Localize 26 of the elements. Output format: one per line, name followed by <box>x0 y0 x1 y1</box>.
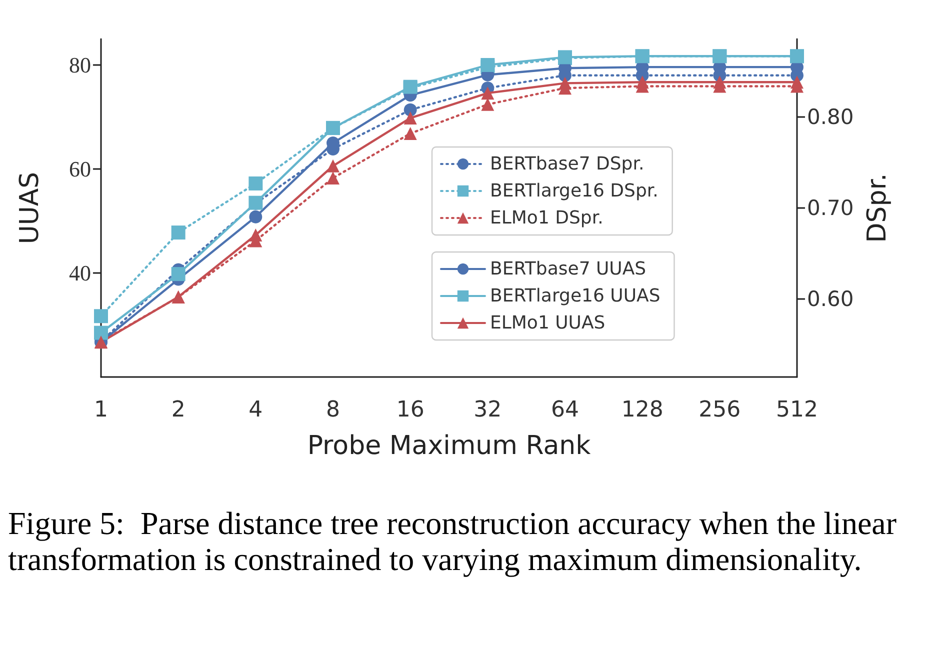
x-axis-title: Probe Maximum Rank <box>307 431 591 461</box>
legend-label: BERTbase7 DSpr. <box>490 154 644 174</box>
legend-label: ELMo1 DSpr. <box>490 208 604 228</box>
y-tick-label: 80 <box>69 52 91 78</box>
y-axis-title: UUAS <box>15 172 45 244</box>
legend-label: ELMo1 UUAS <box>490 312 606 334</box>
x-tick-label: 32 <box>474 398 502 422</box>
y-tick-label: 60 <box>69 156 91 182</box>
x-tick-label: 4 <box>248 398 263 422</box>
y2-tick-label: 0.70 <box>807 196 854 220</box>
legend-label: BERTbase7 UUAS <box>490 258 646 280</box>
x-tick-label: 16 <box>396 398 424 422</box>
caption: Figure 5: Parse distance tree reconstruction accuracy when the linear transformation is constrained to varying maximum dimensionality. <box>8 505 905 577</box>
y2-tick-label: 0.80 <box>807 105 854 130</box>
legend-label: BERTlarge16 UUAS <box>490 286 660 306</box>
x-tick-label: 1 <box>94 398 108 422</box>
legend-label: BERTlarge16 DSpr. <box>490 180 658 202</box>
x-tick-label: 2 <box>171 398 186 422</box>
y-tick-label: 40 <box>69 260 91 286</box>
x-tick-label: 128 <box>621 398 664 422</box>
x-tick-label: 8 <box>326 398 340 422</box>
x-tick-label: 256 <box>698 398 741 422</box>
y2-tick-label: 0.60 <box>807 286 854 311</box>
x-tick-label: 512 <box>776 398 818 422</box>
y2-axis-title: DSpr. <box>862 173 893 243</box>
x-tick-label: 64 <box>551 398 579 422</box>
